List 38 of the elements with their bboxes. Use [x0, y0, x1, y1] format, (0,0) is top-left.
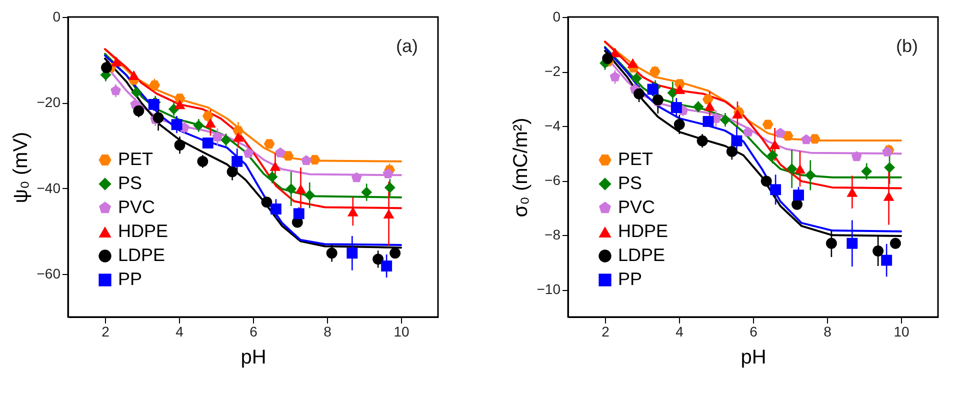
x-tick-label: 10 — [394, 324, 410, 340]
legend-label: HDPE — [118, 221, 168, 241]
legend-label: HDPE — [618, 221, 668, 241]
legend-label: PET — [118, 149, 154, 169]
y-tick-label: −60 — [36, 266, 61, 282]
x-tick-label: 10 — [894, 324, 910, 340]
y-tick-label: −2 — [544, 63, 561, 80]
legend-label: PVC — [618, 197, 656, 217]
x-tick-label: 4 — [176, 324, 184, 340]
x-axis-title: pH — [740, 346, 766, 368]
legend-label: PS — [618, 173, 642, 193]
legend-label: PVC — [118, 197, 156, 217]
y-axis-title: ψ₀ (mV) — [10, 132, 32, 204]
legend-label: PP — [618, 269, 642, 289]
x-tick-label: 4 — [676, 324, 684, 340]
x-tick-label: 8 — [824, 324, 832, 340]
y-tick-label: −6 — [544, 172, 561, 188]
y-tick-label: 0 — [52, 8, 61, 24]
legend-label: PP — [118, 269, 142, 289]
x-tick-label: 2 — [102, 324, 110, 340]
legend-label: PET — [618, 149, 654, 169]
x-tick-label: 8 — [324, 324, 332, 340]
y-tick-label: 0 — [552, 8, 561, 24]
legend-label: LDPE — [118, 245, 166, 265]
x-tick-label: 2 — [602, 324, 610, 340]
y-tick-label: −20 — [36, 94, 61, 110]
legend-label: LDPE — [618, 245, 666, 265]
y-tick-label: −40 — [36, 180, 61, 196]
x-axis-title: pH — [240, 346, 266, 368]
y-tick-label: −8 — [544, 226, 561, 243]
x-tick-label: 6 — [250, 324, 258, 340]
annotation: (a) — [396, 36, 418, 56]
y-tick-label: −4 — [544, 118, 561, 134]
legend-label: PS — [118, 173, 142, 193]
y-axis-title: σ₀ (mC/m²) — [510, 118, 532, 218]
x-tick-label: 6 — [750, 324, 758, 340]
annotation: (b) — [896, 36, 918, 56]
y-tick-label: −10 — [536, 281, 561, 298]
